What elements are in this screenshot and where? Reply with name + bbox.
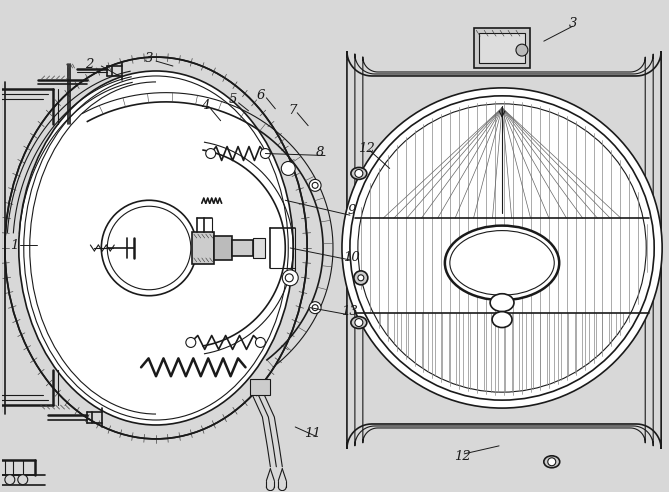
Text: 4: 4 — [201, 99, 210, 112]
Circle shape — [516, 44, 528, 56]
Circle shape — [281, 161, 295, 176]
Ellipse shape — [19, 71, 293, 425]
Text: 2: 2 — [85, 58, 94, 70]
Text: 1: 1 — [9, 239, 18, 251]
Circle shape — [5, 475, 15, 485]
Bar — [213, 236, 231, 260]
Circle shape — [18, 475, 27, 485]
Text: 11: 11 — [304, 428, 320, 440]
Circle shape — [355, 319, 363, 327]
Text: 10: 10 — [343, 251, 361, 264]
Text: 8: 8 — [316, 146, 324, 159]
Circle shape — [309, 302, 321, 313]
Circle shape — [342, 88, 662, 408]
Ellipse shape — [492, 311, 512, 328]
Circle shape — [282, 270, 298, 286]
Circle shape — [285, 274, 293, 282]
Circle shape — [548, 458, 556, 466]
Ellipse shape — [351, 167, 367, 180]
Circle shape — [355, 169, 363, 178]
Circle shape — [312, 183, 318, 188]
Bar — [192, 232, 213, 264]
Ellipse shape — [490, 294, 514, 311]
Text: 7: 7 — [288, 104, 296, 117]
Text: 13: 13 — [342, 305, 359, 318]
Bar — [231, 240, 254, 256]
Circle shape — [309, 180, 321, 191]
Bar — [254, 238, 266, 258]
Circle shape — [354, 271, 368, 285]
Bar — [479, 33, 525, 63]
Text: 3: 3 — [569, 17, 577, 30]
Ellipse shape — [544, 456, 560, 468]
Ellipse shape — [351, 316, 367, 329]
Circle shape — [358, 275, 364, 281]
Polygon shape — [347, 51, 661, 449]
Bar — [474, 28, 530, 68]
Circle shape — [101, 200, 197, 296]
Circle shape — [260, 149, 270, 158]
Text: 12: 12 — [359, 142, 375, 155]
Circle shape — [312, 305, 318, 310]
Text: 5: 5 — [228, 93, 237, 106]
Text: 12: 12 — [454, 450, 471, 463]
Circle shape — [206, 149, 215, 158]
Text: 9: 9 — [348, 204, 356, 216]
Circle shape — [186, 338, 196, 347]
Bar — [250, 379, 270, 395]
Text: 3: 3 — [145, 52, 153, 64]
Ellipse shape — [5, 57, 307, 439]
Circle shape — [256, 338, 266, 347]
Text: 6: 6 — [256, 90, 265, 102]
Ellipse shape — [445, 226, 559, 300]
Circle shape — [350, 96, 654, 400]
